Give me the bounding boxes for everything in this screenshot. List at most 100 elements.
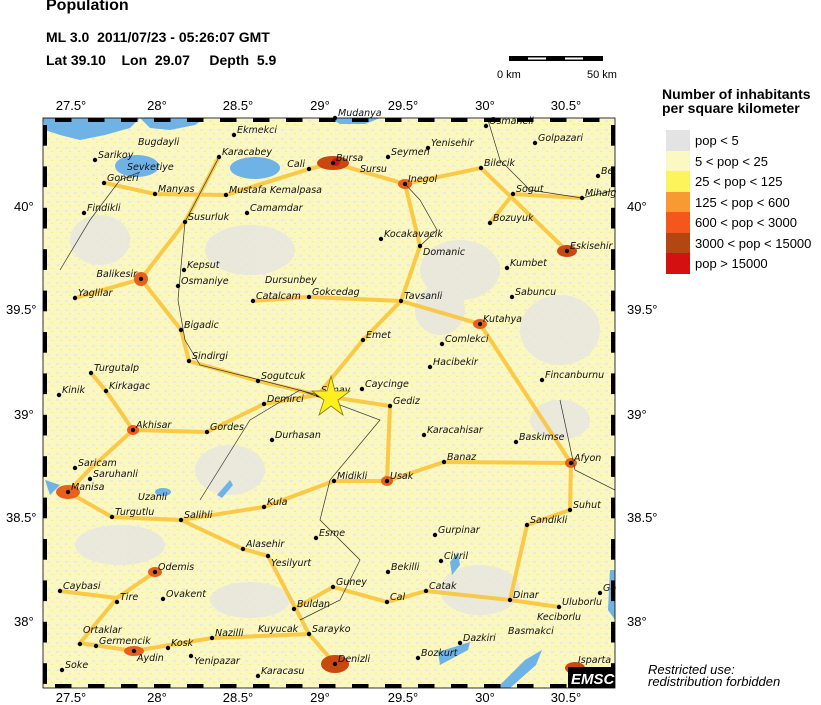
city-aydin[interactable]: Aydin [131,648,164,664]
city-gordes[interactable]: Gordes [204,422,244,435]
city-domanic[interactable]: Domanic [417,243,466,258]
city-tire[interactable]: Tire [114,592,139,605]
city-kuyucak[interactable]: Kuyucak [258,624,299,635]
city-isparta[interactable]: Isparta [578,655,611,666]
city-bozuyuk[interactable]: Bozuyuk [487,213,534,226]
city-suhut[interactable]: Suhut [567,500,602,513]
city-bekilli[interactable]: Bekilli [385,562,420,575]
city-ekmekci[interactable]: Ekmekci [231,125,278,138]
city-basmakci[interactable]: Basmakci [508,626,554,637]
city-golpazari[interactable]: Golpazari [532,133,584,146]
city-kepsut[interactable]: Kepsut [181,260,221,273]
city-balikesir[interactable]: Balikesir [97,269,144,282]
city-sarayko[interactable]: Sarayko [306,624,351,637]
city-esme[interactable]: Esme [313,528,345,541]
city-kinik[interactable]: Kinik [56,385,86,398]
city-akhisar[interactable]: Akhisar [130,420,173,433]
city-goneri[interactable]: Goneri [101,173,139,186]
city-odemis[interactable]: Odemis [152,562,194,575]
city-ovakent[interactable]: Ovakent [160,589,207,602]
city-sindirgi[interactable]: Sindirgi [186,351,228,364]
city-sursu[interactable]: Sursu [360,164,387,175]
city-kula[interactable]: Kula [261,497,288,510]
city-catalcam[interactable]: Catalcam [250,291,301,304]
city-uluborlu[interactable]: Uluborlu [556,597,602,610]
city-tavsanli[interactable]: Tavsanli [398,291,443,304]
city-saruhanli[interactable]: Saruhanli [87,469,138,482]
city-catak[interactable]: Catak [423,581,457,594]
city-sogutcuk[interactable]: Sogutcuk [255,371,306,384]
city-sarikoy[interactable]: Sarikoy [92,150,134,163]
city-bigadic[interactable]: Bigadic [178,320,220,333]
city-cal[interactable]: Cal [384,592,406,605]
city-durhasan[interactable]: Durhasan [269,430,321,443]
city-buldan[interactable]: Buldan [291,599,330,612]
city-hacibekir[interactable]: Hacibekir [427,357,479,370]
city-osmaneli[interactable]: Osmaneli [483,116,534,129]
city-susurluk[interactable]: Susurluk [182,212,230,225]
city-civril[interactable]: Civril [438,551,469,564]
city-germencik[interactable]: Germencik [93,636,151,649]
city-afyon[interactable]: Afyon [568,453,602,466]
city-yenipazar[interactable]: Yenipazar [188,653,241,667]
city-gokcedag[interactable]: Gokcedag [306,287,360,300]
city-gurpinar[interactable]: Gurpinar [432,525,481,538]
city-inegol[interactable]: Inegol [402,174,438,187]
city-sandikli[interactable]: Sandikli [524,515,568,528]
city-dursunbey[interactable]: Dursunbey [265,275,317,286]
city-sevketiye[interactable]: Sevketiye [127,162,174,173]
city-bozkurt[interactable]: Bozkurt [415,648,459,661]
city-turgutlu[interactable]: Turgutlu [109,507,154,520]
city-guney[interactable]: Guney [330,577,367,590]
city-eskisehir[interactable]: Eskisehir [564,241,614,254]
city-mihalg[interactable]: Mihalg [579,188,617,201]
city-sogut[interactable]: Sogut [510,184,545,197]
city-yaglilar[interactable]: Yaglilar [72,288,114,301]
city-emet[interactable]: Emet [360,330,392,343]
city-baskimse[interactable]: Baskimse [513,432,565,445]
city-keciborlu[interactable]: Keciborlu [537,612,581,623]
city-karacasu[interactable]: Karacasu [255,666,305,679]
city-demirci[interactable]: Demirci [261,394,304,407]
city-caybasi[interactable]: Caybasi [57,581,101,594]
city-comlekci[interactable]: Comlekci [439,334,489,347]
city-karacabey[interactable]: Karacabey [216,147,273,160]
city-gediz[interactable]: Gediz [387,396,421,409]
city-fincanburnu[interactable]: Fincanburnu [539,370,604,383]
city-seymen[interactable]: Seymen [385,147,430,160]
city-manyas[interactable]: Manyas [152,184,195,197]
city-usak[interactable]: Usak [384,471,414,484]
city-karacahisar[interactable]: Karacahisar [421,425,484,438]
city-kumbet[interactable]: Kumbet [504,258,548,271]
city-bugdayli[interactable]: Bugdayli [138,137,180,148]
city-soke[interactable]: Soke [59,660,89,673]
city-manisa[interactable]: Manisa [65,482,105,495]
city-alasehir[interactable]: Alasehir [240,539,286,552]
city-sabuncu[interactable]: Sabuncu [509,287,556,300]
city-kirkagac[interactable]: Kirkagac [103,381,151,394]
city-dinar[interactable]: Dinar [507,590,540,603]
city-dazkiri[interactable]: Dazkiri [457,633,496,646]
city-camamdar[interactable]: Camamdar [244,203,304,216]
city-saricam[interactable]: Saricam [72,458,117,471]
city-midikli[interactable]: Midikli [331,471,368,484]
city-kosk[interactable]: Kosk [165,638,194,651]
city-go[interactable]: Go [597,583,617,596]
city-kocakavacik[interactable]: Kocakavacik [378,229,444,242]
city-be[interactable]: Be [595,166,614,179]
city-nazilli[interactable]: Nazilli [209,628,244,641]
city-cali[interactable]: Cali [287,159,312,172]
city-salihli[interactable]: Salihli [178,510,213,523]
city-yesilyurt[interactable]: Yesilyurt [265,553,313,569]
city-bilecik[interactable]: Bilecik [478,158,516,171]
city-mustafa-kemalpasa[interactable]: Mustafa Kemalpasa [223,185,322,198]
city-bursa[interactable]: Bursa [330,153,364,166]
city-kutahya[interactable]: Kutahya [477,314,522,327]
city-findikli[interactable]: Findikli [81,203,121,216]
city-banaz[interactable]: Banaz [441,452,477,465]
city-osmaniye[interactable]: Osmaniye [175,276,229,289]
city-turgutalp[interactable]: Turgutalp [88,363,139,376]
city-yenisehir[interactable]: Yenisehir [425,138,475,151]
city-uzanli[interactable]: Uzanli [138,492,167,503]
